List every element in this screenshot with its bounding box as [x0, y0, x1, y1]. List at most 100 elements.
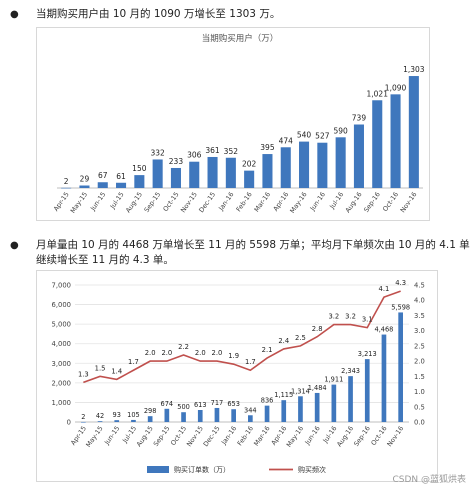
y-left-tick-label: 1,000 — [52, 399, 71, 407]
data-label: 2 — [64, 177, 69, 186]
x-tick-label: May-15 — [69, 191, 89, 215]
bar — [353, 124, 364, 188]
data-label: 540 — [297, 131, 312, 140]
data-label: 352 — [224, 147, 239, 156]
y-right-tick-label: 2.5 — [414, 342, 425, 350]
x-tick-label: Feb-16 — [235, 191, 254, 214]
bar — [81, 421, 86, 423]
y-right-tick-label: 3.5 — [414, 312, 425, 320]
bar-data-label: 836 — [261, 397, 274, 405]
line-data-label: 4.1 — [379, 285, 390, 293]
bar — [79, 185, 90, 188]
bar — [314, 392, 320, 422]
data-label: 1,021 — [367, 89, 389, 98]
line-data-label: 2.0 — [145, 349, 156, 357]
x-tick-label: Aug-15 — [135, 425, 155, 449]
watermark: CSDN @蓝狐烘表 — [392, 475, 466, 485]
bar — [197, 410, 203, 422]
bar — [317, 142, 328, 188]
bar — [281, 400, 287, 422]
y-left-tick-label: 0 — [67, 419, 71, 427]
x-tick-label: Apr-15 — [52, 191, 71, 213]
line-data-label: 1.9 — [228, 352, 239, 360]
x-tick-label: May-16 — [288, 191, 308, 215]
line-data-label: 2.0 — [161, 349, 172, 357]
chart-orders: 0 1,000 2,000 3,000 4,000 5,000 6,000 7,000 0.0 0… — [52, 279, 425, 474]
x-tick-label: May-15 — [84, 425, 104, 449]
bar — [372, 100, 383, 188]
line-data-label: 3.2 — [345, 313, 356, 321]
bar — [398, 312, 403, 422]
line-data-label: 1.5 — [95, 364, 106, 372]
bar-data-label: 42 — [96, 412, 104, 420]
bar — [189, 161, 200, 188]
x-tick-label: Jun-15 — [88, 191, 107, 213]
bar — [248, 415, 253, 422]
y-right-tick-label: 1.5 — [414, 373, 425, 381]
bullet-icon: ● — [10, 240, 19, 251]
data-label: 361 — [205, 146, 220, 155]
bar — [207, 156, 218, 188]
bar — [299, 141, 310, 188]
legend-swatch-orders — [147, 466, 169, 473]
x-tick-label: Oct-16 — [381, 191, 400, 213]
x-tick-label: Mar-16 — [253, 191, 272, 214]
x-tick-label: Sep-15 — [143, 191, 163, 214]
line-series — [83, 290, 401, 384]
bar — [231, 409, 236, 422]
line-data-label: 4.3 — [395, 279, 406, 287]
bar — [381, 334, 387, 422]
data-label: 202 — [242, 160, 257, 169]
bar-data-label: 674 — [161, 400, 174, 408]
x-tick-label: Mar-16 — [252, 425, 271, 448]
line-data-label: 1.4 — [111, 367, 122, 375]
y-left-tick-label: 3,000 — [52, 360, 71, 368]
x-tick-label: Jul-16 — [328, 191, 346, 212]
bar-data-label: 1,911 — [324, 376, 343, 384]
line-data-label: 2.0 — [212, 349, 223, 357]
bar — [170, 167, 181, 188]
data-label: 233 — [169, 157, 184, 166]
bar — [97, 182, 108, 188]
bar-data-label: 1,484 — [308, 384, 327, 392]
data-label: 306 — [187, 151, 202, 160]
y-left-tick-label: 6,000 — [52, 301, 71, 309]
bar-data-label: 298 — [144, 407, 157, 415]
data-label: 332 — [150, 148, 165, 157]
bar — [364, 359, 370, 422]
line-data-label: 2.2 — [178, 343, 189, 351]
y-right-tick-label: 4.0 — [414, 297, 425, 305]
bar-data-label: 105 — [127, 411, 140, 419]
x-tick-label: Nov-16 — [385, 425, 405, 449]
x-tick-label: Oct-15 — [161, 191, 180, 213]
chart-users: 当期购买用户（万） 2 Apr-15 29 May-15 67 Jun-15 61 Jul-15… — [52, 33, 425, 215]
x-tick-label: Apr-16 — [272, 191, 291, 213]
data-label: 527 — [315, 132, 330, 141]
data-label: 1,090 — [385, 83, 407, 92]
x-tick-label: Aug-15 — [124, 191, 144, 215]
bar — [164, 408, 170, 422]
data-label: 474 — [279, 136, 294, 145]
y-right-tick-label: 3.0 — [414, 327, 425, 335]
bar-data-label: 5,598 — [391, 303, 410, 311]
paragraph-users-text: 当期购买用户由 10 月的 1090 万增长至 1303 万。 — [36, 8, 281, 20]
bar-data-label: 93 — [113, 411, 121, 419]
line-data-label: 2.1 — [262, 346, 273, 354]
bar — [331, 384, 337, 422]
data-label: 150 — [132, 164, 147, 173]
x-tick-label: Jun-16 — [303, 425, 322, 447]
x-tick-label: Aug-16 — [335, 425, 355, 449]
data-label: 590 — [333, 126, 348, 135]
bar — [335, 137, 346, 188]
x-tick-label: Jul-15 — [108, 191, 126, 212]
bar — [134, 175, 145, 188]
data-label: 739 — [352, 114, 367, 123]
bar — [390, 94, 401, 188]
y-left-tick-label: 2,000 — [52, 379, 71, 387]
chart-title: 当期购买用户（万） — [202, 33, 279, 44]
bar-data-label: 4,468 — [375, 326, 394, 334]
line-data-label: 1.7 — [245, 358, 256, 366]
bar-data-label: 500 — [177, 403, 190, 411]
y-right-tick-label: 0.0 — [414, 419, 425, 427]
x-tick-label: Dec-15 — [197, 191, 217, 215]
